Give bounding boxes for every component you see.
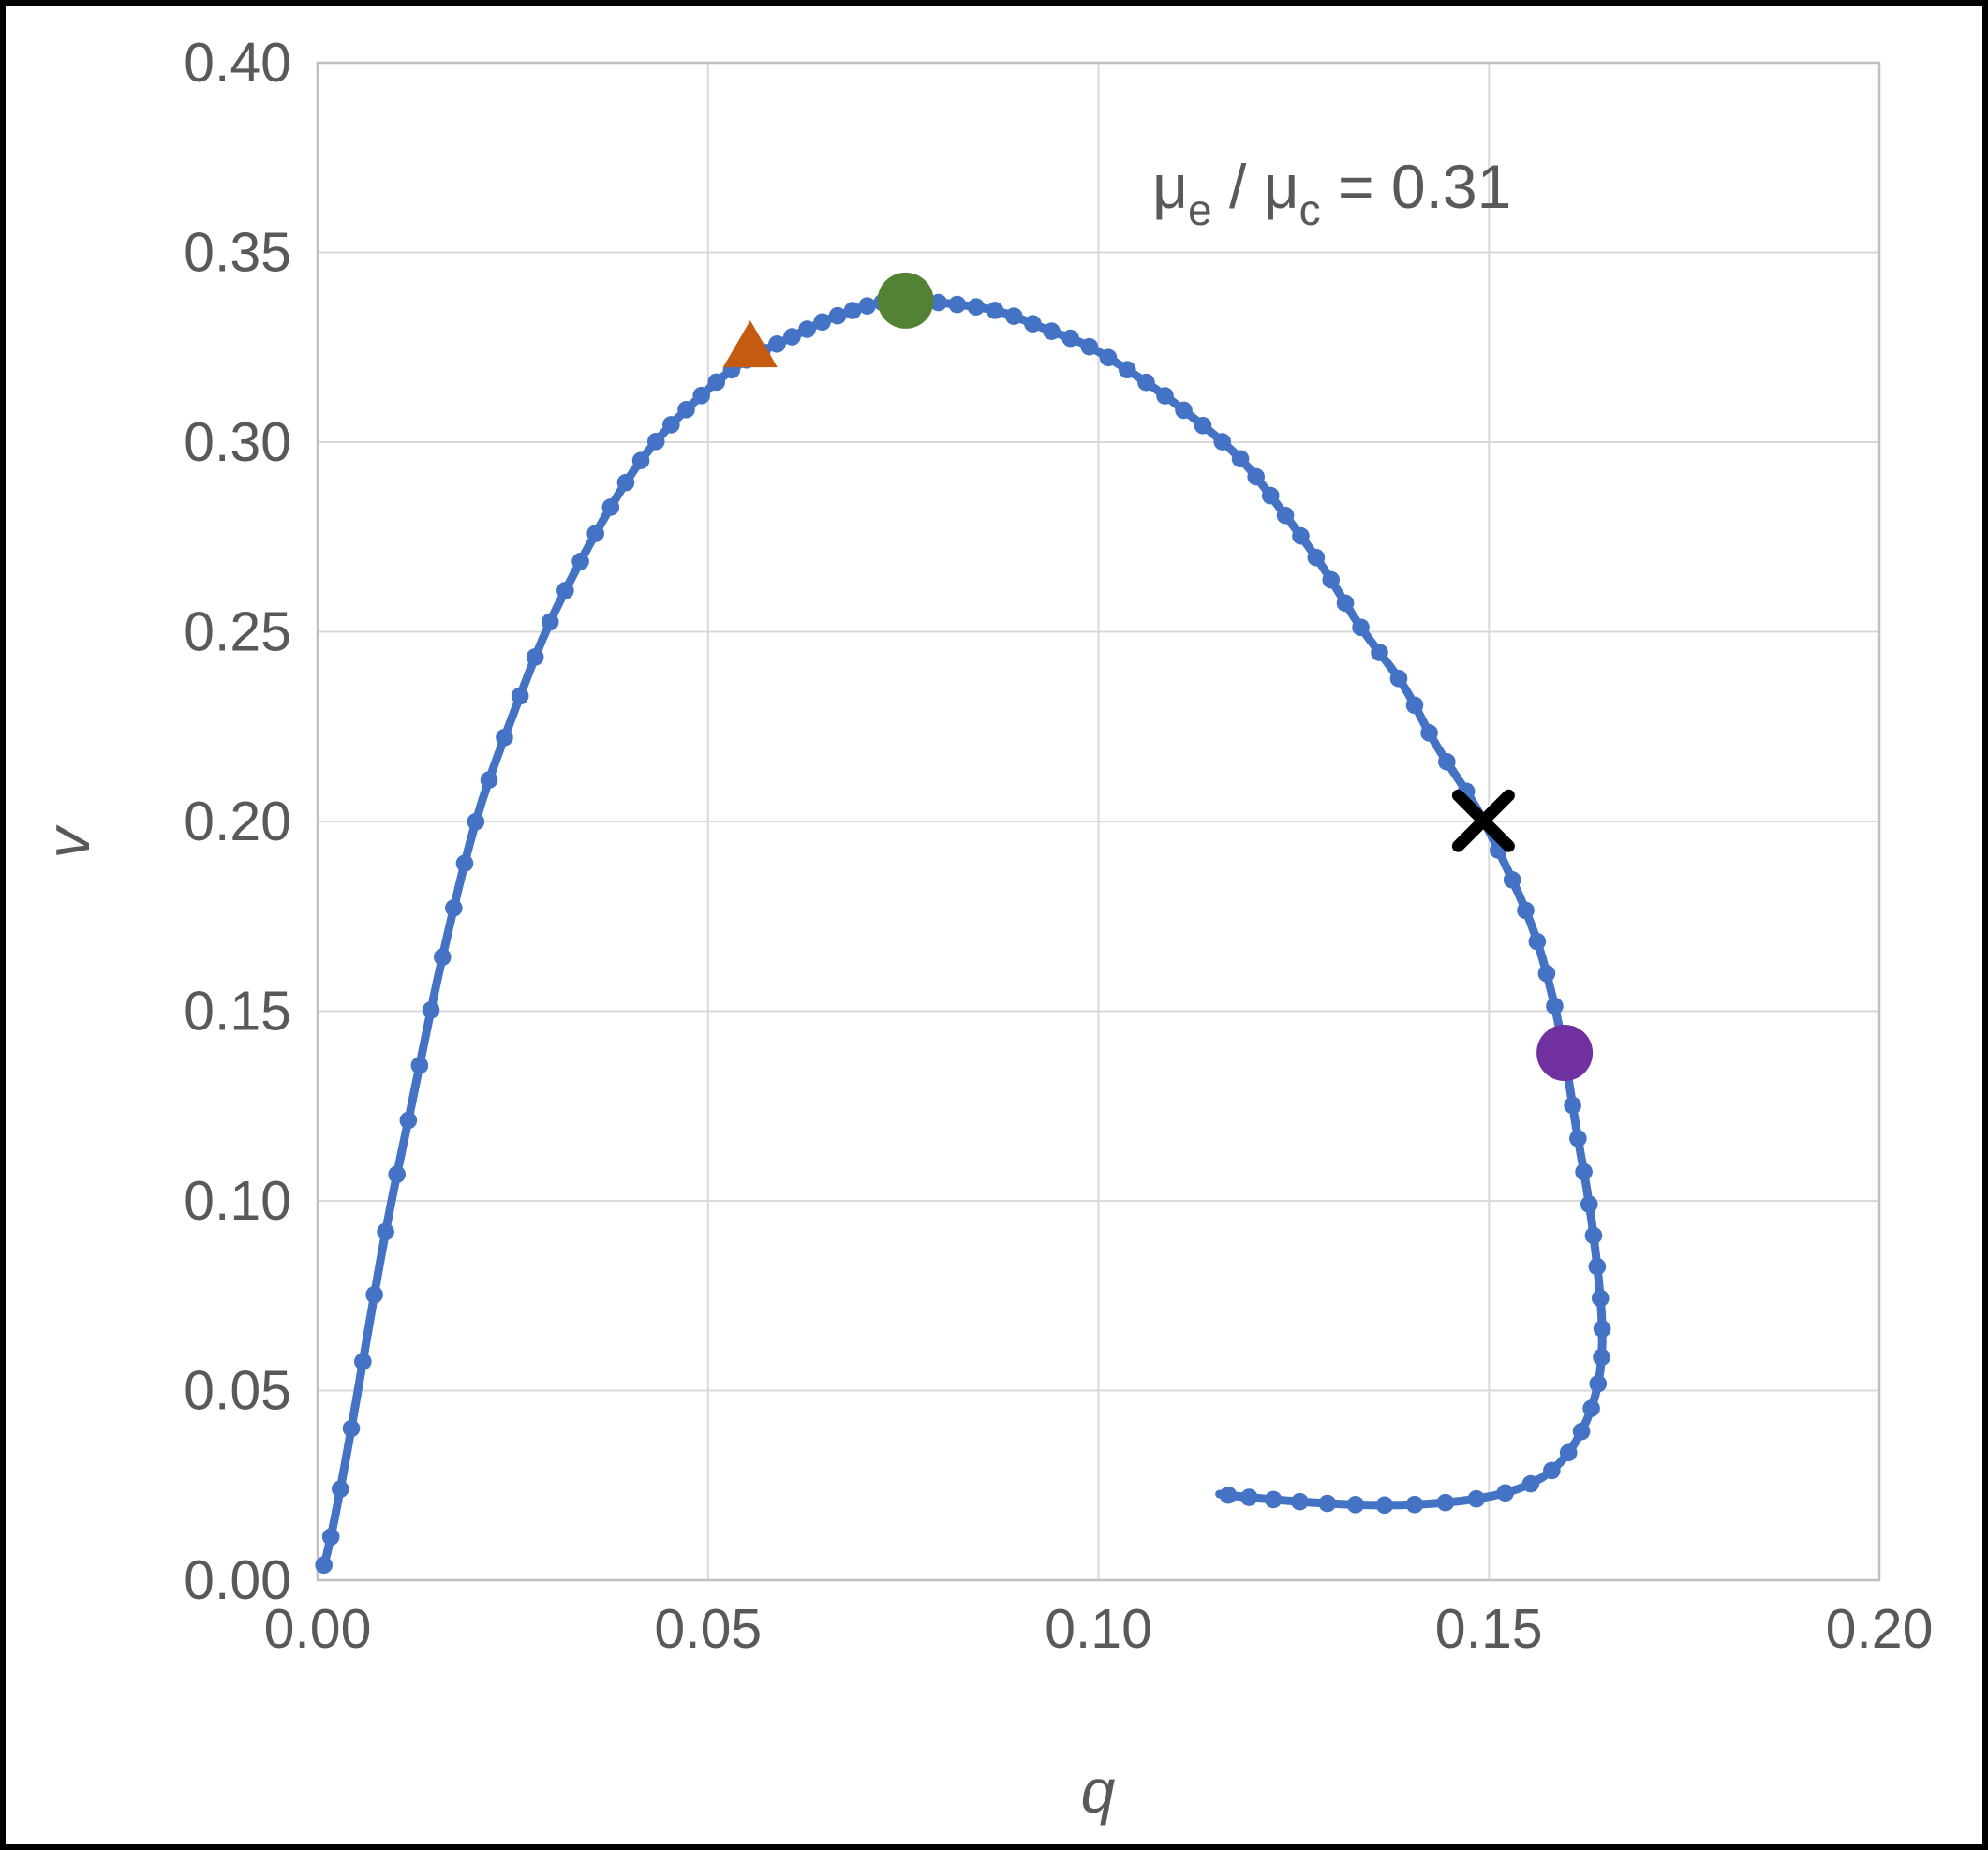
- svg-text:0.05: 0.05: [184, 1360, 291, 1422]
- svg-text:q: q: [1081, 1756, 1116, 1826]
- svg-text:0.30: 0.30: [184, 411, 291, 473]
- svg-text:0.15: 0.15: [184, 981, 291, 1043]
- svg-text:0.20: 0.20: [184, 791, 291, 852]
- svg-text:v: v: [33, 824, 102, 859]
- svg-text:0.40: 0.40: [184, 32, 291, 94]
- svg-text:0.10: 0.10: [1045, 1598, 1152, 1660]
- svg-text:0.20: 0.20: [1826, 1598, 1934, 1660]
- svg-text:0.10: 0.10: [184, 1170, 291, 1232]
- svg-text:0.15: 0.15: [1435, 1598, 1543, 1660]
- svg-text:0.05: 0.05: [654, 1598, 762, 1660]
- svg-text:0.35: 0.35: [184, 222, 291, 284]
- svg-text:0.00: 0.00: [184, 1549, 291, 1611]
- svg-text:0.25: 0.25: [184, 601, 291, 663]
